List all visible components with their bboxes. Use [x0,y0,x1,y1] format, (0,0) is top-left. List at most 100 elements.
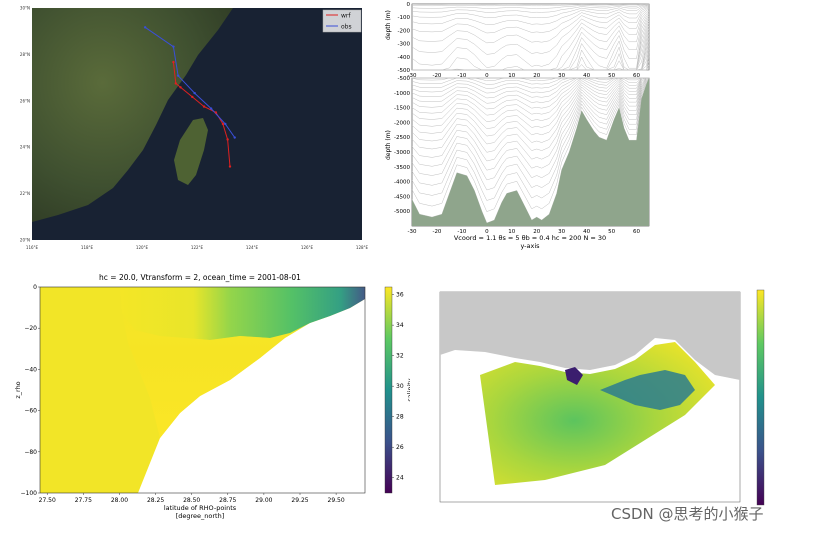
wrf-track-point [221,122,225,126]
s-level-line [411,77,650,212]
grid-bottom-x-tick-label: 10 [508,229,515,235]
wrf-track-point [179,86,182,89]
map-x-tick-label: 120°E [136,245,149,250]
vertical-grid-panel: 0 -10 0 -20 0 -300 -400 -500 -500 -1000 -1500 -200… [385,2,650,250]
grid-top-y-tick-label: -300 [398,42,411,48]
s-level-line [411,77,649,104]
surface-map-panel [439,289,765,506]
section-y-tick-label: −20 [24,325,37,332]
legend-obs-label: obs [341,24,352,31]
grid-top-x-tick-label: 10 [508,73,515,79]
grid-top-x-tick-label: -10 [457,73,466,79]
grid-bottom-x-ticks: -30 -20 -10 0 10 20 30 40 50 60 [408,229,641,235]
s-level-line [411,3,649,7]
section-title: hc = 20.0, Vtransform = 2, ocean_time = … [99,273,301,282]
map-x-tick-label: 126°E [301,245,314,250]
grid-bottom-y-tick-label: -4500 [394,194,410,200]
obs-track-point [193,91,196,95]
grid-bottom-x-tick-label: 0 [485,229,489,235]
grid-bottom-x-tick-label: 30 [558,229,565,235]
wrf-track-point [226,138,229,141]
s-level-line [411,77,650,201]
map-taiwan [174,118,208,185]
section-xlabel-line1: latitude of RHO-points [164,504,237,512]
colorbar-tick-label: 34 [396,322,404,329]
s-level-line [411,77,649,162]
section-ylabel: z_rho [14,381,22,398]
s-level-line [411,4,650,13]
obs-track-point [176,74,180,77]
section-x-ticks: 27.50 27.75 28.00 28.25 28.50 28.75 29.00 29.25… [39,493,345,504]
section-y-tick-label: −60 [24,408,37,415]
grid-bottom-y-tick-label: -3000 [394,150,410,156]
map-x-tick-label: 116°E [26,245,39,250]
grid-top-x-tick-label: 0 [485,73,489,79]
salinity-section-panel: hc = 20.0, Vtransform = 2, ocean_time = … [14,273,410,520]
grid-top-y-tick-label: 0 [407,2,411,8]
grid-bottom-y-tick-label: -1500 [394,106,410,112]
grid-bottom-y-tick-label: -4000 [394,180,410,186]
section-y-tick-label: −100 [21,490,38,497]
s-level-line [411,77,650,224]
wrf-track-point [214,111,218,114]
track-map-panel: wrf obs 116°E 118°E 120°E 122°E 124°E 126°E 12… [20,6,369,251]
s-level-line [411,6,650,34]
s-level-line [411,9,650,68]
grid-top-x-tick-label: 30 [558,73,565,79]
grid-top-y-ticks: 0 -100 -200 -300 -400 -500 [398,2,411,74]
map-y-tick-label: 28°N [20,52,30,57]
s-level-line [411,77,650,181]
grid-top-x-tick-label: 40 [583,73,590,79]
map-x-ticks: 116°E 118°E 120°E 122°E 124°E 126°E 128°E [26,245,369,250]
section-fresh-layer [120,287,365,340]
grid-bottom-x-tick-label: 40 [583,229,590,235]
grid-bottom-x-tick-label: -10 [457,229,466,235]
grid-bottom-y-tick-label: -2500 [394,135,410,141]
section-x-tick-label: 28.75 [219,497,236,504]
grid-xlabel: y-axis [520,242,540,250]
section-x-tick-label: 27.75 [75,497,92,504]
grid-bottom-y-tick-label: -500 [398,76,411,82]
grid-bottom-ylabel: depth (m) [385,130,392,160]
watermark: CSDN @思考的小猴子 [611,505,764,523]
grid-bottom-y-tick-label: -3500 [394,165,410,171]
s-level-line [411,77,649,145]
grid-top-ylabel: depth (m) [385,10,392,40]
grid-bottom-x-tick-label: 60 [633,229,640,235]
section-x-tick-label: 28.50 [183,497,200,504]
section-y-tick-label: −40 [24,366,37,373]
grid-bottom-y-tick-label: -1000 [394,91,410,97]
s-level-line [411,77,649,116]
wrf-track-point [228,165,232,168]
s-level-line [411,77,650,191]
grid-bottom-y-ticks: -500 -1000 -1500 -2000 -2500 -3000 -3500 -4000 -… [394,76,410,215]
grid-bottom-y-tick-label: -2000 [394,120,410,126]
map-x-tick-label: 128°E [356,245,369,250]
s-level-line [411,4,650,9]
surface-plume [600,370,695,410]
surface-colorbar [756,289,765,506]
s-level-line [411,77,649,137]
salinity-colorbar [384,286,393,494]
colorbar-tick-label: 30 [396,383,404,390]
obs-track-point [224,122,227,126]
section-y-tick-label: −80 [24,449,37,456]
section-y-ticks: 0 −20 −40 −60 −80 −100 [21,284,40,497]
colorbar-ticks: 24 26 28 30 32 34 36 [392,292,404,482]
legend-wrf-label: wrf [341,13,351,20]
section-mixed-zone [122,313,290,438]
s-level-line [411,7,650,44]
track-legend: wrf obs [322,9,362,33]
grid-top-y-tick-label: -400 [398,55,411,61]
grid-bottom-x-tick-label: -20 [432,229,441,235]
grid-bottom-x-tick-label: 50 [608,229,615,235]
s-level-line [411,77,649,122]
grid-top-x-tick-label: 50 [608,73,615,79]
section-x-tick-label: 28.00 [111,497,128,504]
surface-land [440,292,740,380]
colorbar-tick-label: 32 [396,353,404,360]
map-y-tick-label: 30°N [20,6,30,11]
section-xlabel-line2: [degree_north] [176,512,225,520]
grid-top-x-tick-label: -30 [408,73,417,79]
grid-bottom-x-tick-label: -30 [408,229,417,235]
